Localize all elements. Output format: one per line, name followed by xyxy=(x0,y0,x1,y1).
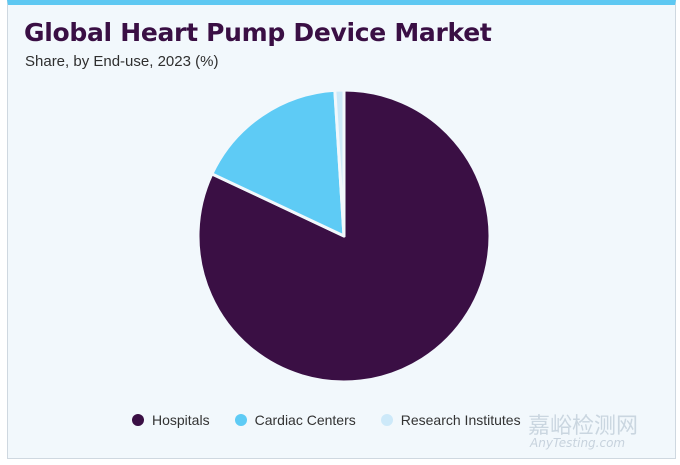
legend-label-research-institutes: Research Institutes xyxy=(400,412,521,428)
chart-title: Global Heart Pump Device Market xyxy=(24,18,492,47)
legend-item-hospitals: Hospitals xyxy=(132,412,210,428)
legend-label-cardiac-centers: Cardiac Centers xyxy=(254,412,356,428)
legend-swatch-hospitals xyxy=(132,414,144,426)
watermark-cn: 嘉峪检测网 xyxy=(528,414,639,439)
pie-slice-research-institutes xyxy=(333,88,346,238)
legend-label-hospitals: Hospitals xyxy=(152,412,210,428)
watermark-en: AnyTesting.com xyxy=(530,436,626,450)
chart-legend: Hospitals Cardiac Centers Research Insti… xyxy=(132,412,546,428)
pie-slice-cardiac-centers xyxy=(210,88,346,238)
legend-swatch-research-institutes xyxy=(380,414,393,426)
legend-item-cardiac-centers: Cardiac Centers xyxy=(234,412,356,428)
legend-item-research-institutes: Research Institutes xyxy=(380,412,521,428)
legend-swatch-cardiac-centers xyxy=(234,414,247,426)
chart-subtitle: Share, by End-use, 2023 (%) xyxy=(25,53,219,70)
